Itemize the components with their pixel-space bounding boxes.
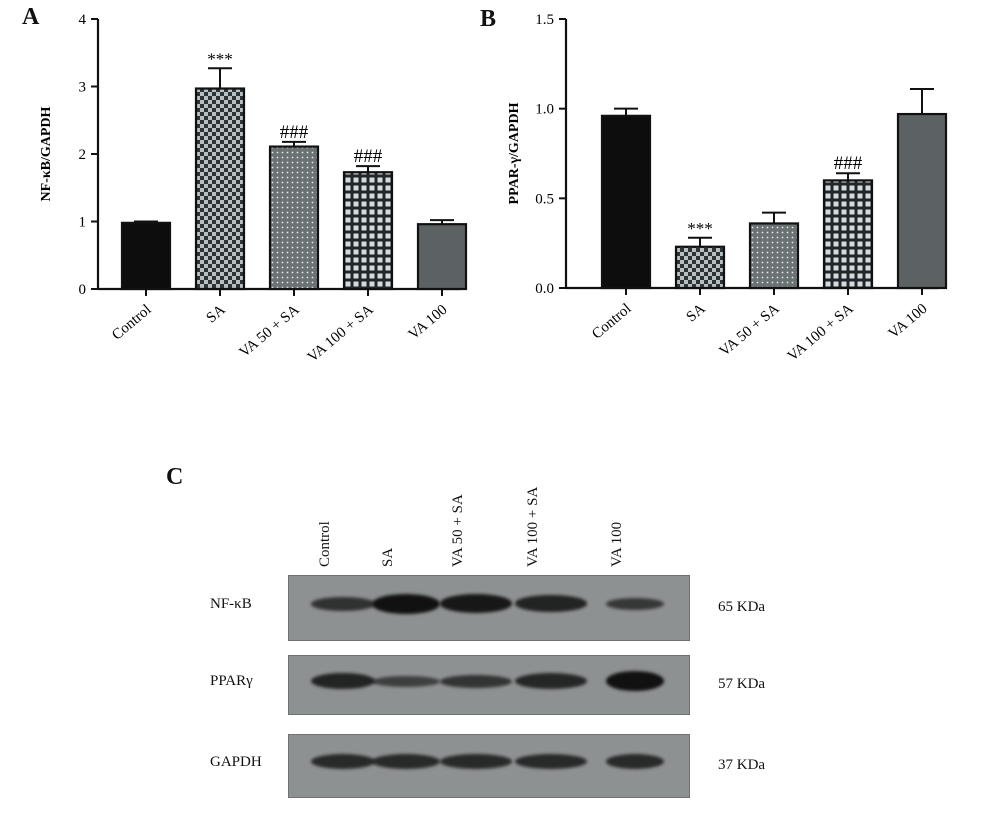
chart-a-annotation-1: *** — [207, 49, 233, 68]
chart-a-bar-4 — [416, 223, 468, 291]
blot-protein-label: PPARγ — [210, 673, 253, 689]
blot-band — [515, 673, 587, 690]
blot-band — [372, 675, 440, 687]
chart-a-x-tick-label: VA 50 + SA — [237, 302, 303, 361]
chart-a-bar-1 — [194, 87, 246, 291]
blot-band — [372, 754, 440, 770]
chart-a-x-tick-label: VA 100 + SA — [305, 302, 377, 366]
blot-protein-label: NF-κB — [210, 596, 252, 612]
chart-a-annotation-3: ### — [354, 146, 383, 167]
blot-band — [606, 754, 664, 770]
chart-a-y-tick-label: 4 — [79, 12, 87, 28]
chart-a-bar-0 — [120, 221, 172, 291]
panel-label-c: C — [166, 464, 184, 490]
chart-a-bar-2 — [268, 145, 320, 291]
blot-band — [440, 594, 512, 613]
chart-b-pparg: 0.0 0.5 1.0 1.5 PPAR-γ/GAPDH Control *** SA VA 5… — [507, 12, 948, 365]
chart-a-y-tick-label: 2 — [79, 147, 87, 163]
chart-a-bar-3 — [342, 171, 394, 291]
blot-size-label: 65 KDa — [718, 599, 766, 615]
chart-a-y-tick-label: 0 — [79, 282, 87, 298]
chart-a-x-tick-label: Control — [109, 302, 154, 344]
chart-b-bar-4 — [896, 112, 948, 290]
chart-a-y-tick-label: 1 — [79, 215, 87, 231]
chart-b-bar-2 — [748, 222, 800, 290]
blot-size-label: 57 KDa — [718, 676, 766, 692]
chart-b-bar-1 — [674, 245, 726, 290]
chart-b-x-tick-label: VA 50 + SA — [717, 301, 783, 360]
blot-strip-nfb — [288, 575, 690, 641]
blot-lane-label: SA — [380, 547, 396, 567]
blot-lane-label: VA 50 + SA — [450, 494, 466, 567]
chart-b-annotation-3: ### — [834, 153, 863, 174]
chart-b-y-axis-label: PPAR-γ/GAPDH — [507, 102, 522, 204]
blot-band — [311, 754, 375, 770]
chart-b-x-tick-label: SA — [684, 301, 709, 326]
chart-b-y-tick-label: 0.0 — [535, 281, 554, 297]
chart-a-annotation-2: ### — [280, 122, 309, 143]
chart-b-bar-3 — [822, 179, 874, 290]
blot-lane-label: Control — [317, 521, 333, 567]
blot-band — [372, 593, 440, 614]
blot-band — [311, 596, 375, 611]
chart-b-y-tick-label: 1.0 — [535, 102, 554, 118]
blot-band — [606, 597, 664, 610]
blot-band — [515, 754, 587, 770]
chart-a-y-axis-label: NF-κB/GAPDH — [39, 106, 54, 201]
chart-b-x-tick-label: VA 100 — [886, 301, 931, 342]
chart-a-nfkb: 0 1 2 3 4 NF-κB/GAPDH Control *** SA ### VA 50 + S… — [39, 12, 468, 366]
blot-strip-gapdh — [288, 734, 690, 798]
blot-band — [515, 595, 587, 612]
blot-size-label: 37 KDa — [718, 757, 766, 773]
chart-a-x-tick-label: SA — [204, 302, 229, 327]
blot-lane-label: VA 100 + SA — [525, 486, 541, 567]
panel-label-b: B — [480, 6, 497, 32]
blot-strip-ppar — [288, 655, 690, 715]
chart-b-bar-0 — [600, 114, 652, 290]
blot-band — [440, 674, 512, 688]
chart-a-y-tick-label: 3 — [79, 80, 87, 96]
panel-label-a: A — [22, 4, 40, 30]
chart-b-x-tick-label: VA 100 + SA — [785, 301, 857, 365]
chart-a-x-tick-label: VA 100 — [406, 302, 451, 343]
blot-band — [311, 672, 375, 690]
blot-protein-label: GAPDH — [210, 754, 262, 770]
blot-lane-label: VA 100 — [609, 521, 625, 567]
blot-band — [606, 671, 664, 692]
blot-band — [440, 754, 512, 770]
chart-b-annotation-1: *** — [687, 219, 713, 238]
chart-b-y-tick-label: 0.5 — [535, 191, 554, 207]
chart-b-x-tick-label: Control — [589, 301, 634, 343]
chart-b-y-tick-label: 1.5 — [535, 12, 554, 28]
